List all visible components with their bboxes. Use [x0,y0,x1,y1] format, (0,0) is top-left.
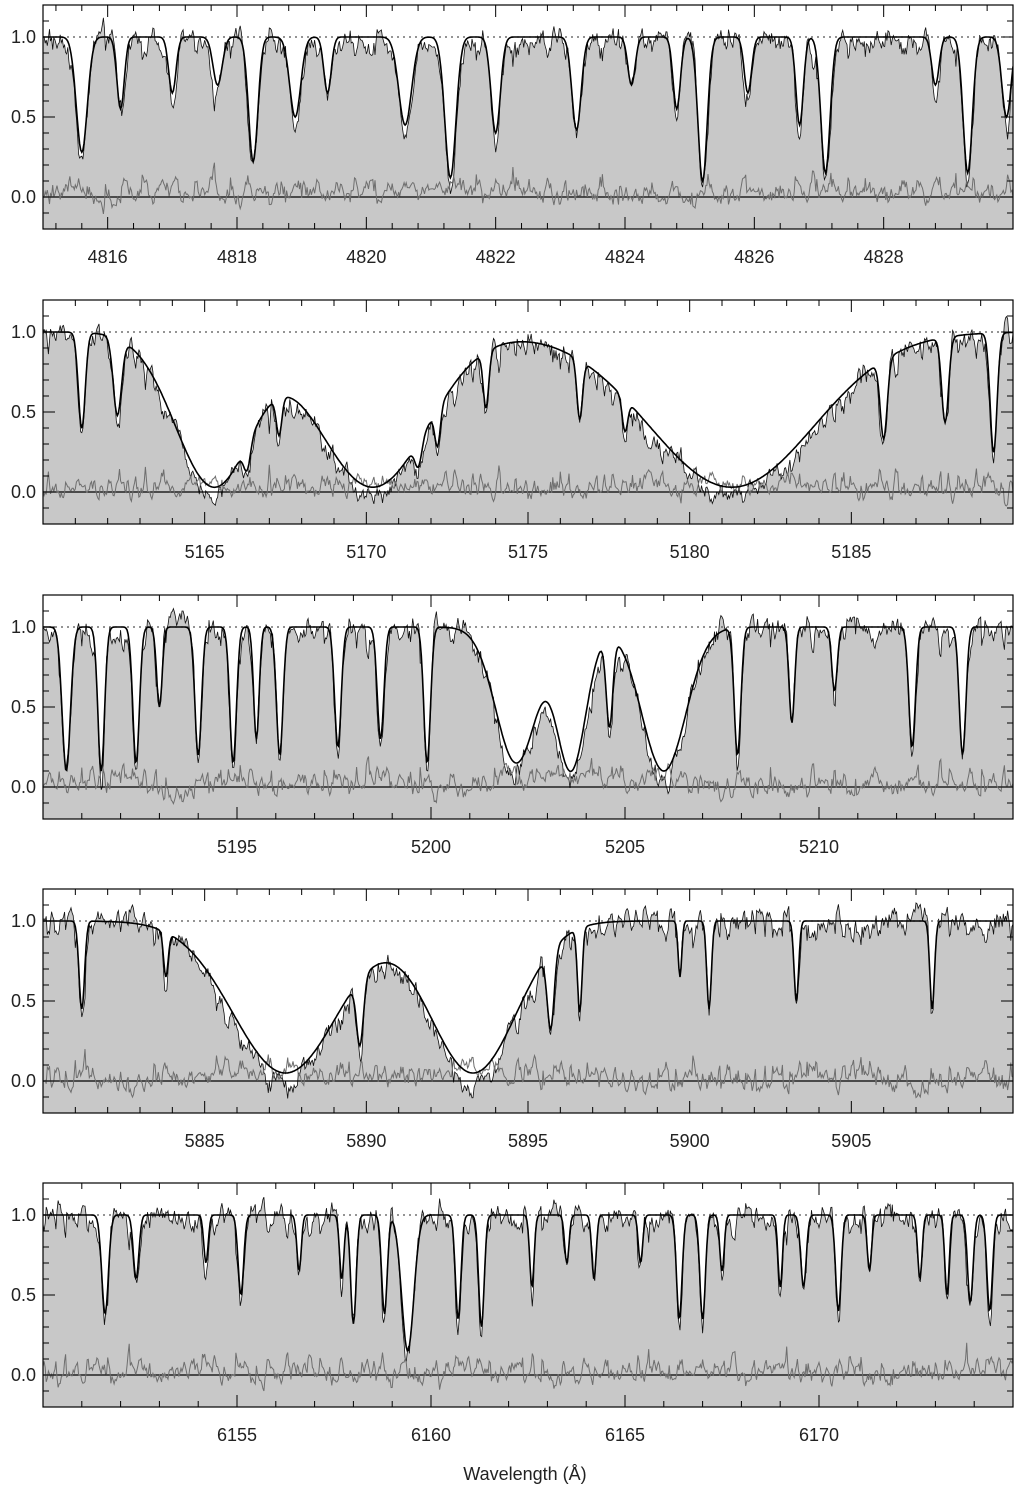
x-tick-label: 5180 [670,542,710,562]
y-tick-label: 0.5 [11,991,36,1011]
model-spectrum-line [43,1214,1013,1352]
y-tick-label: 1.0 [11,911,36,931]
y-tick-label: 1.0 [11,1205,36,1225]
x-tick-label: 4828 [864,247,904,267]
y-tick-label: 1.0 [11,322,36,342]
x-tick-label: 5895 [508,1131,548,1151]
y-tick-label: 0.0 [11,482,36,502]
x-tick-label: 5185 [831,542,871,562]
model-spectrum-line [43,36,1013,184]
x-tick-label: 5890 [346,1131,386,1151]
model-spectrum-line [43,331,1013,489]
observed-spectrum-fill [43,902,1013,1113]
spectrum-panel-5: 6155 6160 6165 6170 0.0 0.5 1.0 [11,1182,1014,1445]
y-tick-label: 0.0 [11,777,36,797]
observed-spectrum-line [43,315,1013,506]
x-tick-label: 4818 [217,247,257,267]
x-tick-label: 5165 [185,542,225,562]
residual-line [43,162,1013,214]
x-tick-label: 4826 [734,247,774,267]
observed-spectrum-fill [43,316,1013,524]
observed-spectrum-fill [43,17,1013,229]
observed-spectrum-fill [43,1197,1013,1407]
x-tick-label: 5195 [217,837,257,857]
model-spectrum-line [43,920,1013,1074]
x-tick-label: 5205 [605,837,645,857]
x-tick-label: 5210 [799,837,839,857]
x-tick-label: 4822 [476,247,516,267]
model-spectrum-line [43,626,1013,773]
x-tick-label: 6165 [605,1425,645,1445]
spectrum-panel-2: 5165 5170 5175 5180 5185 0.0 0.5 1.0 [11,299,1014,562]
y-tick-label: 1.0 [11,617,36,637]
residual-line [43,1342,1013,1392]
observed-spectrum-line [43,17,1013,194]
x-tick-label: 6170 [799,1425,839,1445]
residual-line [43,1049,1013,1099]
x-tick-label: 5900 [670,1131,710,1151]
x-axis-title: Wavelength (Å) [463,1464,586,1484]
y-tick-label: 0.0 [11,1071,36,1091]
y-tick-label: 0.5 [11,1285,36,1305]
plot-area-4 [43,902,1013,1113]
y-tick-label: 1.0 [11,27,36,47]
spectrum-panel-1: 4816 4818 4820 4822 4824 4826 4828 0.0 0.5 1.0 [11,4,1014,267]
spectrum-panels: 4816 4818 4820 4822 4824 4826 48280.00.51.0516… [11,4,1014,1445]
x-tick-label: 4820 [346,247,386,267]
x-tick-label: 5885 [185,1131,225,1151]
residual-line [43,464,1013,507]
y-tick-label: 0.0 [11,1365,36,1385]
plot-area-5 [43,1197,1013,1407]
y-tick-label: 0.5 [11,107,36,127]
x-tick-label: 5170 [346,542,386,562]
x-tick-label: 4824 [605,247,645,267]
x-tick-label: 4816 [88,247,128,267]
spectrum-panel-3: 5195 5200 5205 5210 0.0 0.5 1.0 [11,594,1014,857]
x-tick-label: 6155 [217,1425,257,1445]
x-tick-label: 5200 [411,837,451,857]
x-tick-label: 5905 [831,1131,871,1151]
y-tick-label: 0.0 [11,187,36,207]
spectrum-panel-4: 5885 5890 5895 5900 5905 0.0 0.5 1.0 [11,888,1014,1151]
y-tick-label: 0.5 [11,402,36,422]
residual-line [43,756,1013,806]
plot-area-2 [43,315,1013,524]
x-tick-label: 6160 [411,1425,451,1445]
y-tick-label: 0.5 [11,697,36,717]
plot-area-3 [43,607,1013,819]
observed-spectrum-line [43,902,1013,1099]
x-tick-label: 5175 [508,542,548,562]
plot-area-1 [43,17,1013,229]
